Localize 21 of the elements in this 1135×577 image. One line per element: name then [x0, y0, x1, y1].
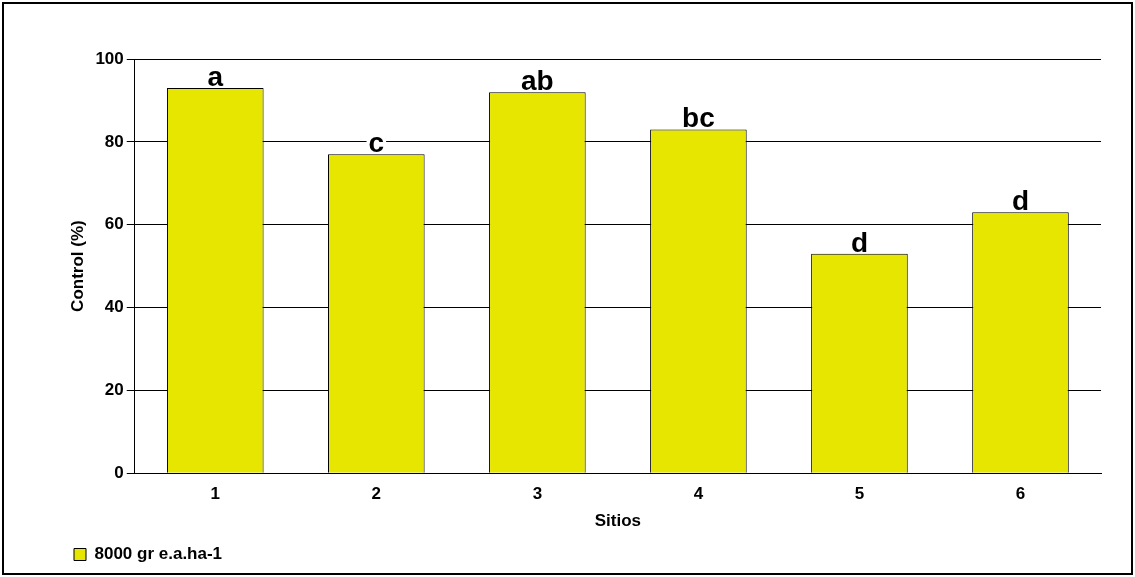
y-tick-label: 20: [104, 380, 124, 400]
annotation: a: [207, 60, 224, 92]
y-tick-label: 0: [114, 462, 124, 482]
annotation: d: [850, 226, 868, 258]
y-tick-label: 60: [104, 214, 124, 234]
x-tick-label: 3: [532, 484, 543, 504]
y-tick-label: 100: [95, 48, 124, 68]
annotation: c: [368, 127, 385, 159]
annotation: bc: [682, 102, 715, 134]
y-tick-label: 40: [104, 297, 124, 317]
x-tick-label: 1: [210, 484, 221, 504]
x-axis-title: Sitios: [594, 511, 642, 531]
x-tick-label: 6: [1015, 484, 1026, 504]
x-tick-label: 5: [854, 484, 865, 504]
annotation: d: [1011, 185, 1030, 217]
y-axis-title: Control (%): [67, 220, 87, 312]
annotation: ab: [521, 65, 554, 97]
x-tick-label: 4: [693, 484, 704, 504]
y-tick-label: 80: [104, 131, 124, 151]
legend-label: 8000 gr e.a.ha-1: [94, 544, 223, 564]
x-tick-label: 2: [371, 484, 382, 504]
